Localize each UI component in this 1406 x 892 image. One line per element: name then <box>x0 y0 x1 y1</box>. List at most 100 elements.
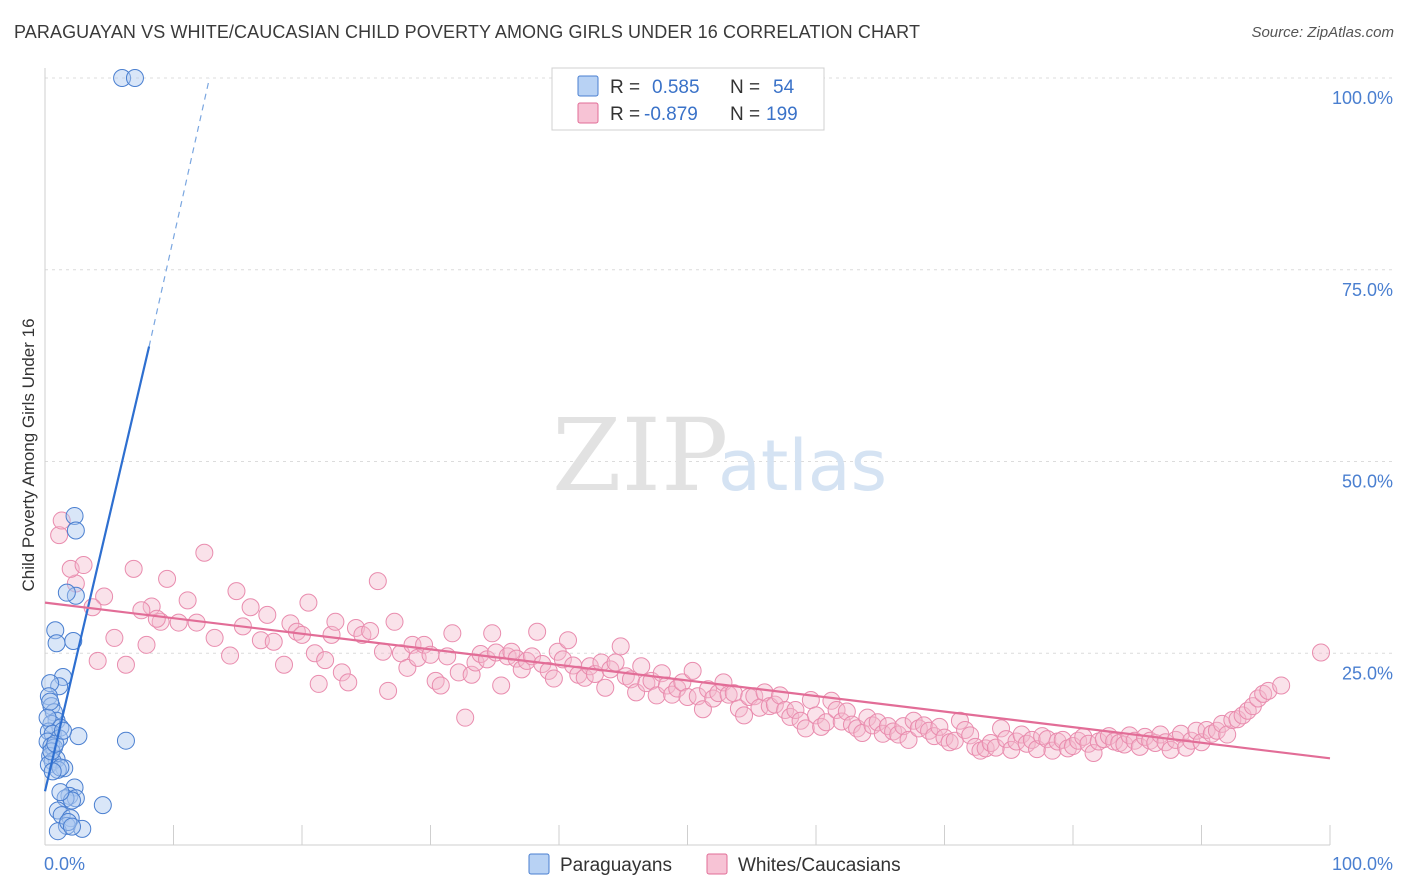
white-point-196 <box>1161 740 1180 759</box>
white-point-28 <box>264 632 283 651</box>
paraguayan-point-1 <box>125 69 144 87</box>
white-point-187 <box>1115 735 1134 754</box>
white-point-9 <box>132 601 151 620</box>
watermark: ZIP atlas <box>552 397 887 514</box>
white-point-18 <box>178 591 197 610</box>
white-point-55 <box>431 676 450 695</box>
paraguayan-point-52 <box>62 817 81 836</box>
white-point-143 <box>889 725 908 744</box>
x-tick-label-1: 100.0% <box>1332 854 1393 874</box>
white-point-78 <box>553 650 572 669</box>
white-point-144 <box>894 717 913 736</box>
white-point-129 <box>817 713 836 732</box>
white-point-127 <box>807 706 825 725</box>
legend-n-value-1: 54 <box>773 77 795 98</box>
white-point-89 <box>611 637 630 656</box>
paraguayan-point-44 <box>48 822 67 841</box>
white-point-79 <box>558 631 577 650</box>
white-point-26 <box>251 631 270 650</box>
white-point-157 <box>961 726 980 745</box>
white-point-201 <box>1187 721 1206 740</box>
watermark-zip: ZIP <box>552 397 728 514</box>
white-point-103 <box>683 661 702 680</box>
white-point-208 <box>1223 710 1242 729</box>
paraguayan-point-46 <box>38 708 57 727</box>
paraguayan-point-2 <box>65 506 84 525</box>
white-point-15 <box>137 635 156 654</box>
white-point-47 <box>385 612 404 631</box>
white-point-123 <box>786 701 805 720</box>
y-tick-label-2: 75.0% <box>1342 280 1393 300</box>
white-point-13 <box>105 628 124 647</box>
white-point-7 <box>124 559 143 578</box>
series-whites-points <box>50 511 1331 762</box>
white-point-21 <box>205 628 224 647</box>
white-point-59 <box>456 708 475 727</box>
bottom-legend-swatch-blue <box>528 853 550 875</box>
legend-r-value-2: -0.879 <box>644 104 698 125</box>
white-point-175 <box>1053 730 1072 749</box>
white-point-132 <box>832 712 851 731</box>
white-point-155 <box>950 711 969 730</box>
white-point-2 <box>66 574 85 593</box>
legend-n-label-1: N = <box>730 77 760 98</box>
legend-n-value-2: 199 <box>766 104 798 125</box>
legend-r-value-1: 0.585 <box>652 77 700 98</box>
axes <box>44 68 1331 846</box>
white-point-5 <box>95 587 114 606</box>
white-point-190 <box>1130 737 1149 756</box>
paraguayan-point-11 <box>41 674 60 693</box>
y-tick-label-1: 50.0% <box>1342 472 1393 492</box>
white-point-12 <box>88 651 107 670</box>
bottom-legend-label-paraguayans: Paraguayans <box>560 855 672 876</box>
white-point-198 <box>1171 724 1190 743</box>
white-point-119 <box>765 695 784 714</box>
white-point-107 <box>704 689 723 708</box>
paraguayan-point-47 <box>41 692 60 711</box>
white-point-33 <box>299 593 318 612</box>
paraguayan-point-50 <box>43 762 62 781</box>
bottom-legend-swatch-pink <box>706 853 728 875</box>
legend-r-label-2: R = <box>610 104 640 125</box>
white-point-214 <box>1254 684 1273 703</box>
white-point-76 <box>544 669 563 688</box>
white-point-125 <box>796 719 815 738</box>
white-point-139 <box>868 713 887 732</box>
source-label: Source: ZipAtlas.com <box>1251 24 1394 41</box>
white-point-35 <box>309 674 328 693</box>
white-point-113 <box>735 706 754 725</box>
white-point-117 <box>755 683 774 702</box>
y-tick-label-0: 25.0% <box>1342 663 1393 683</box>
watermark-atlas: atlas <box>718 425 887 507</box>
paraguayan-trend-line <box>43 346 151 792</box>
white-point-145 <box>899 730 918 749</box>
paraguayan-point-3 <box>66 521 85 540</box>
legend-swatch-pink <box>577 102 599 124</box>
paraguayan-point-31 <box>116 731 135 750</box>
y-axis-label: Child Poverty Among Girls Under 16 <box>19 318 38 591</box>
grid-lines <box>45 77 1393 654</box>
white-point-167 <box>1012 725 1031 744</box>
paraguayan-point-8 <box>64 631 83 650</box>
white-point-86 <box>596 678 615 697</box>
x-tick-label-0: 0.0% <box>44 854 85 874</box>
chart-title: PARAGUAYAN VS WHITE/CAUCASIAN CHILD POVE… <box>14 22 921 42</box>
white-point-66 <box>492 676 511 695</box>
white-point-4 <box>74 556 93 575</box>
paraguayan-point-37 <box>51 783 70 802</box>
white-point-27 <box>258 605 277 624</box>
white-point-19 <box>169 613 188 632</box>
white-point-92 <box>627 683 646 702</box>
series-paraguayans-points <box>38 69 144 841</box>
white-point-10 <box>158 569 177 588</box>
paraguayan-trend-extension <box>148 77 211 347</box>
white-point-24 <box>241 598 260 617</box>
white-point-163 <box>992 719 1011 738</box>
white-point-29 <box>275 655 294 674</box>
white-point-93 <box>632 657 651 676</box>
white-point-36 <box>316 651 335 670</box>
white-point-17 <box>147 609 166 628</box>
white-point-43 <box>361 622 380 641</box>
legend-r-label-1: R = <box>610 77 640 98</box>
